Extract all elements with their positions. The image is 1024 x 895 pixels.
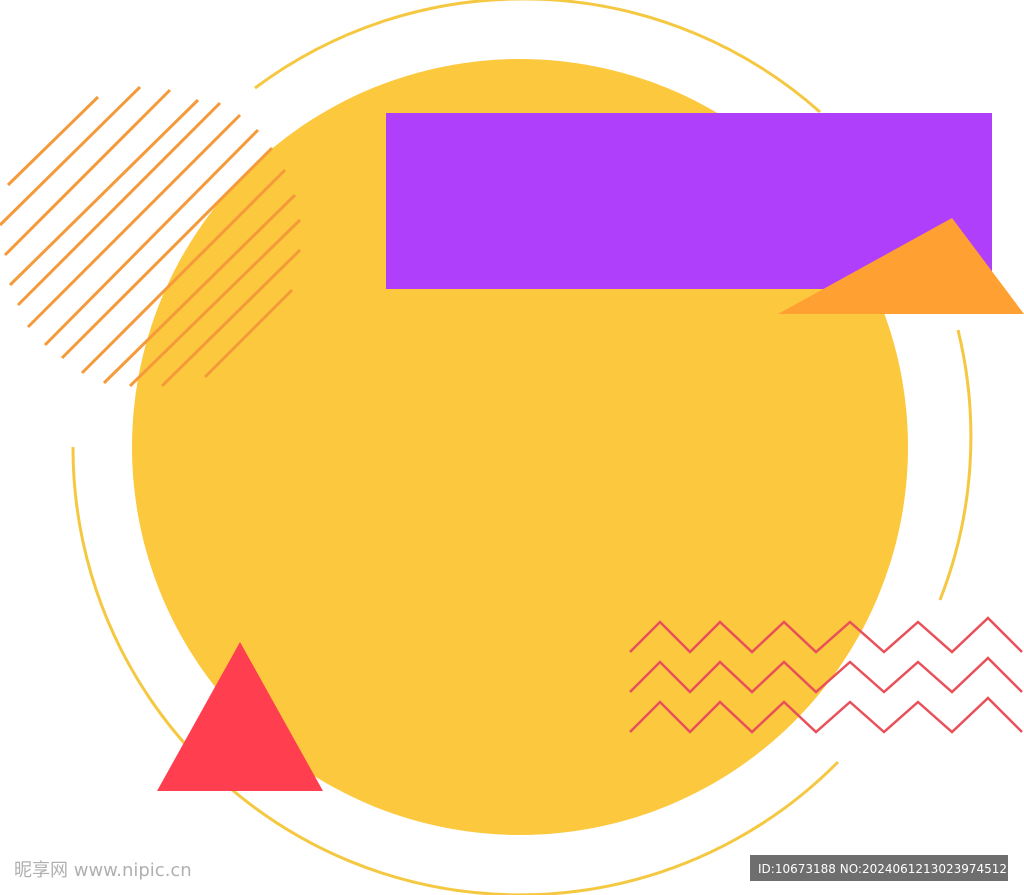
- id-watermark: ID:10673188 NO:20240612130239745125: [758, 862, 1015, 876]
- site-watermark: 昵享网 www.nipic.cn: [14, 860, 192, 881]
- outer-ring: [71, 0, 973, 895]
- orange-triangle: [778, 218, 1024, 314]
- ring-arc: [71, 446, 840, 895]
- ring-arc: [254, 0, 821, 114]
- id-box: [750, 855, 1008, 881]
- diagonal-lines: [0, 85, 302, 388]
- zigzags: [629, 616, 1023, 734]
- red-triangle: [157, 642, 323, 791]
- ring-arc: [938, 329, 973, 601]
